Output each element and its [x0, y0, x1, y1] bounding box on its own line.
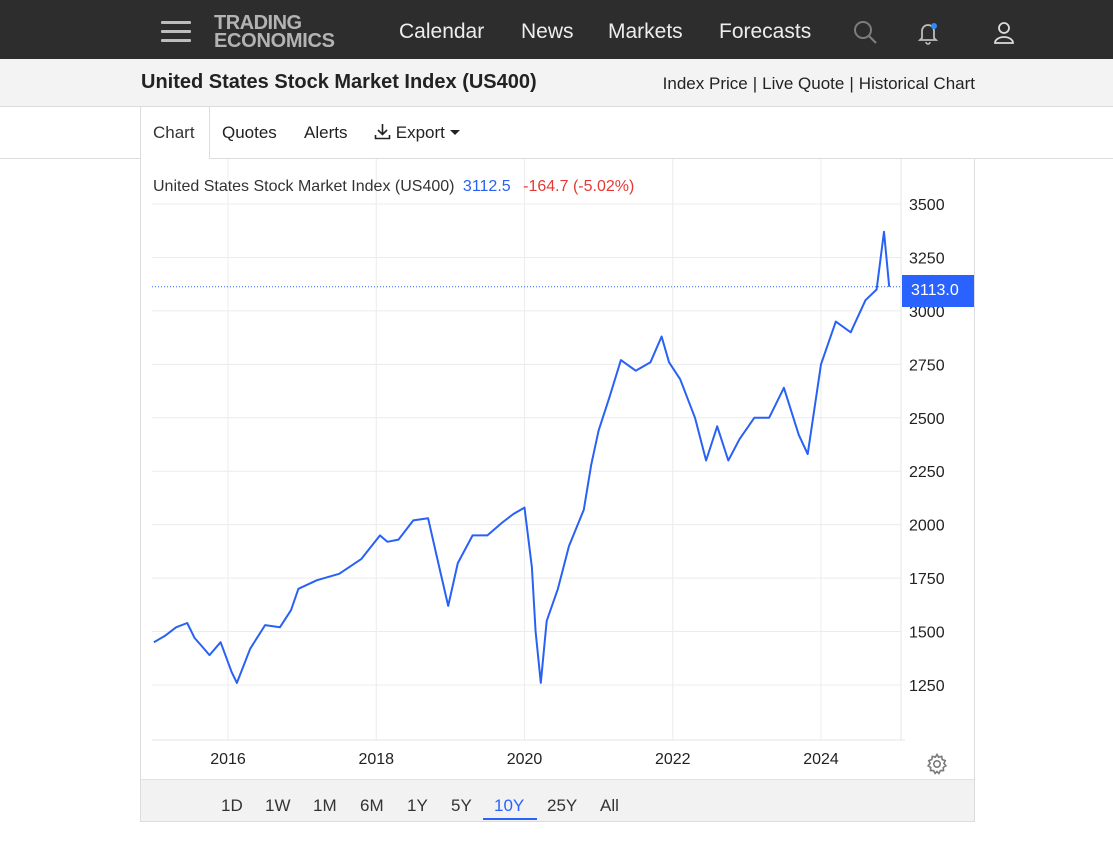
legend-series-name: United States Stock Market Index (US400): [153, 178, 455, 195]
y-tick-label: 3500: [909, 197, 945, 214]
series-line-us400: [153, 230, 891, 684]
y-tick-label: 3250: [909, 250, 945, 267]
nav-forecasts[interactable]: Forecasts: [719, 20, 812, 43]
download-icon: [374, 124, 391, 140]
range-1m[interactable]: 1M: [313, 796, 337, 815]
search-icon[interactable]: [851, 18, 879, 46]
header-links: Index Price | Live Quote | Historical Chart: [663, 74, 975, 94]
tab-active-background: [140, 107, 210, 160]
nav-news[interactable]: News: [521, 20, 574, 43]
link-live-quote[interactable]: Live Quote: [762, 74, 845, 93]
y-tick-label: 1250: [909, 678, 945, 695]
page-title: United States Stock Market Index (US400): [141, 71, 537, 93]
caret-down-icon: [449, 130, 460, 135]
y-tick-label: 3000: [909, 304, 945, 321]
logo-line2: ECONOMICS: [214, 30, 335, 52]
range-5y[interactable]: 5Y: [451, 796, 472, 815]
link-index-price[interactable]: Index Price: [662, 74, 748, 93]
link-historical-chart[interactable]: Historical Chart: [858, 74, 975, 93]
range-6m[interactable]: 6M: [360, 796, 384, 815]
last-price-tag: 3113.0: [902, 275, 974, 307]
menu-icon[interactable]: [161, 19, 191, 45]
x-axis-ticks: 2016 2018 2020 2022 2024: [210, 751, 839, 768]
y-tick-label: 1500: [909, 625, 945, 642]
nav-calendar[interactable]: Calendar: [399, 20, 485, 43]
tab-chart[interactable]: Chart: [153, 123, 195, 142]
export-label: Export: [395, 123, 445, 142]
chart-legend: United States Stock Market Index (US400)…: [153, 178, 634, 196]
sub-header: United States Stock Market Index (US400)…: [0, 59, 1113, 107]
y-tick-label: 2000: [909, 518, 945, 535]
range-25y[interactable]: 25Y: [547, 796, 578, 815]
y-tick-label: 1750: [909, 571, 945, 588]
x-tick-label: 2018: [358, 751, 394, 768]
logo[interactable]: TRADING ECONOMICS: [214, 12, 359, 52]
x-tick-label: 2020: [507, 751, 543, 768]
gear-icon[interactable]: [925, 752, 949, 776]
x-tick-label: 2016: [210, 751, 246, 768]
user-icon[interactable]: [990, 18, 1018, 46]
nav-markets[interactable]: Markets: [608, 20, 683, 43]
range-1w[interactable]: 1W: [265, 796, 291, 815]
y-tick-label: 2750: [909, 357, 945, 374]
separator: |: [752, 74, 758, 93]
y-tick-label: 2500: [909, 411, 945, 428]
legend-change: -164.7 (-5.02%): [523, 178, 635, 195]
separator: |: [849, 74, 854, 93]
y-axis-ticks: 1250 1500 1750 2000 2250 2500 2750 3000 3250 3500: [909, 197, 945, 695]
tab-quotes[interactable]: Quotes: [222, 123, 277, 142]
active-range-underline: [483, 818, 537, 820]
range-1d[interactable]: 1D: [221, 796, 243, 815]
y-tick-label: 2250: [909, 464, 945, 481]
range-1y[interactable]: 1Y: [407, 796, 428, 815]
tab-alerts[interactable]: Alerts: [304, 123, 348, 142]
chart-panel: [140, 159, 975, 822]
bell-icon[interactable]: [914, 18, 942, 46]
legend-value: 3112.5: [462, 178, 511, 195]
x-tick-label: 2024: [803, 751, 839, 768]
grid-lines: [152, 159, 901, 740]
x-tick-label: 2022: [655, 751, 691, 768]
logo-line1: TRADING: [214, 12, 302, 34]
range-selector: 1D 1W 1M 6M 1Y 5Y 10Y 25Y All: [141, 779, 974, 821]
top-nav: TRADING ECONOMICS Calendar News Markets …: [0, 0, 1113, 59]
range-10y[interactable]: 10Y: [494, 796, 525, 815]
range-all[interactable]: All: [600, 796, 619, 815]
tab-row: Chart Quotes Alerts Export: [0, 107, 1113, 160]
tab-export[interactable]: Export: [374, 123, 460, 143]
